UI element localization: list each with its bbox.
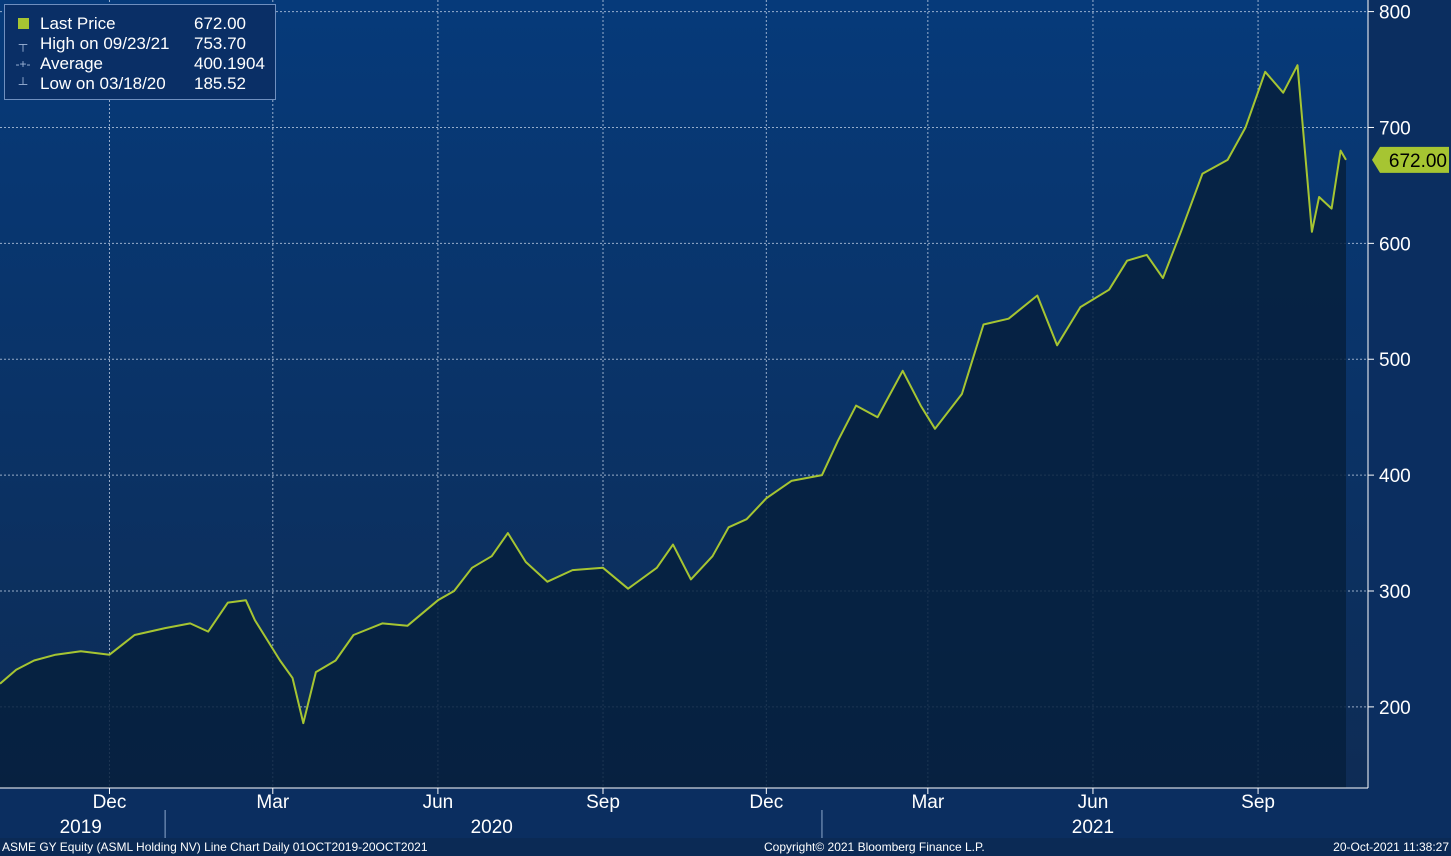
x-month-label: Sep [1241,792,1275,813]
legend-value: 400.1904 [194,54,265,73]
x-year-label: 2019 [60,817,102,838]
last-price-badge: 672.00 [1372,146,1449,173]
x-month-label: Dec [93,792,127,813]
x-month-label: Mar [911,792,944,813]
y-tick-label: 800 [1379,3,1411,24]
x-month-label: Dec [749,792,783,813]
footer-timestamp: 20-Oct-2021 11:38:27 [1333,840,1449,854]
series-area [0,65,1346,788]
x-year-label: 2021 [1072,817,1114,838]
last-price-badge-shape [1372,146,1449,173]
legend-box: Last Price 672.00 ┬ High on 09/23/21 753… [4,4,276,100]
series-line [0,64,1347,725]
low-marker-icon: ┴ [18,77,28,91]
average-marker-icon: -+- [15,57,31,71]
high-marker-icon: ┬ [18,37,28,51]
y-tick-label: 400 [1379,466,1411,487]
y-tick-label: 200 [1379,698,1411,719]
axis-background [1368,0,1451,838]
y-tick-label: 700 [1379,118,1411,139]
legend-label: Average [40,54,104,73]
legend-label: Last Price [40,14,116,33]
legend-value: 672.00 [194,14,246,33]
last-price-badge-label: 672.00 [1389,151,1447,172]
x-axis-background [0,788,1368,838]
legend-value: 185.52 [194,74,246,93]
series-layer [0,64,1347,788]
legend-label: High on 09/23/21 [40,34,170,53]
y-tick-label: 300 [1379,582,1411,603]
legend-row-high: ┬ High on 09/23/21 753.70 [13,34,275,54]
footer-description: ASME GY Equity (ASML Holding NV) Line Ch… [2,840,428,854]
x-month-label: Jun [423,792,454,813]
x-month-label: Sep [586,792,620,813]
x-year-label: 2020 [471,817,513,838]
legend-label: Low on 03/18/20 [40,74,166,93]
axis-layer: 200 300 400 500 600 700 800 Dec Mar Jun Sep Dec Mar J… [0,0,1449,838]
x-month-label: Jun [1078,792,1109,813]
legend-row-low: ┴ Low on 03/18/20 185.52 [13,74,275,94]
footer: ASME GY Equity (ASML Holding NV) Line Ch… [0,838,1451,856]
x-month-label: Mar [256,792,289,813]
legend-row-average: -+- Average 400.1904 [13,54,275,74]
legend-value: 753.70 [194,34,246,53]
square-swatch-icon [13,14,33,35]
y-tick-label: 500 [1379,350,1411,371]
y-tick-label: 600 [1379,234,1411,255]
footer-copyright: Copyright© 2021 Bloomberg Finance L.P. [764,840,985,854]
legend-row-last-price: Last Price 672.00 [13,14,275,34]
